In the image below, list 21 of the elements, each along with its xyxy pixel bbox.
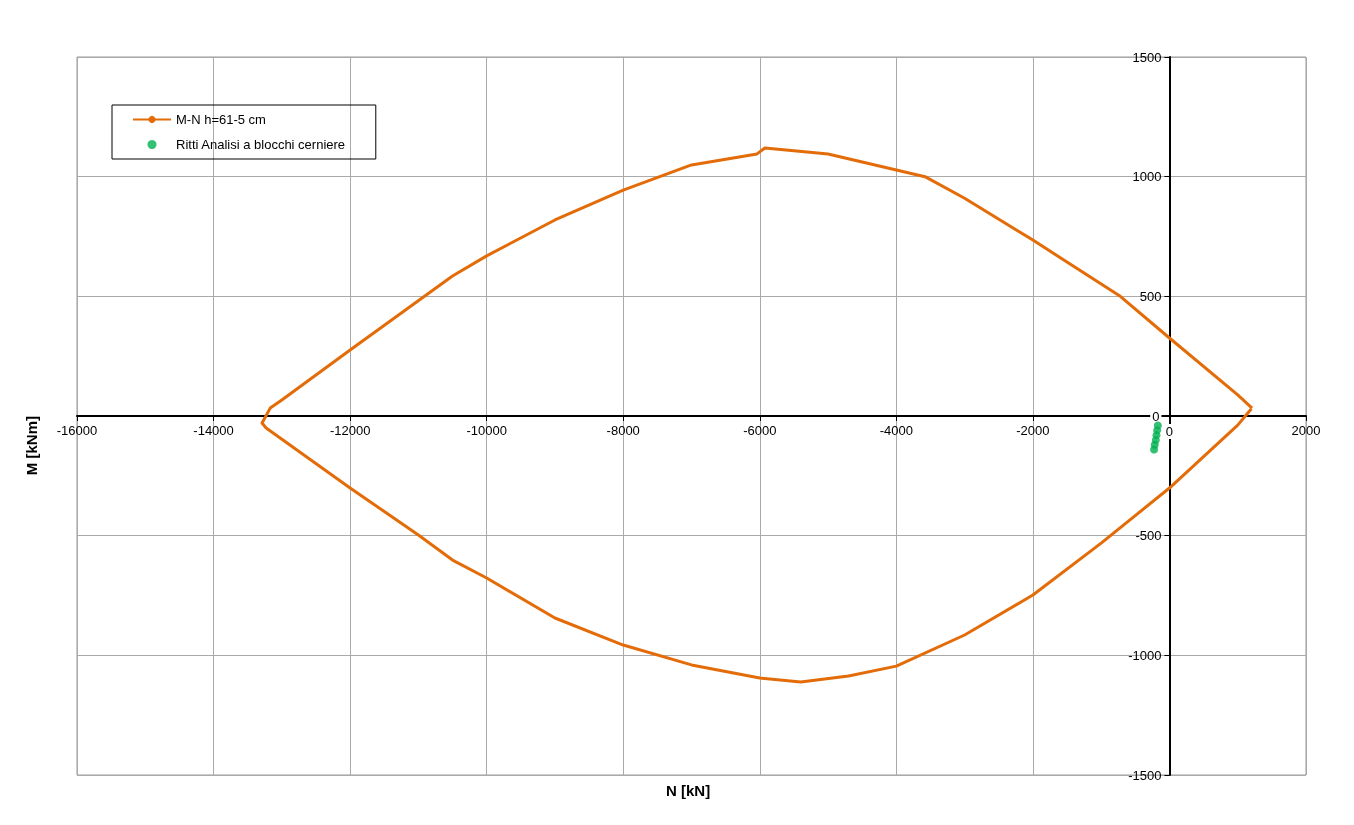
legend-label: M-N h=61-5 cm xyxy=(176,112,266,127)
x-tick-label: -4000 xyxy=(879,423,913,438)
y-tick-label: 0 xyxy=(1152,408,1160,424)
y-tick-label: -500 xyxy=(1135,528,1162,544)
x-tick-label: -2000 xyxy=(1016,423,1050,438)
x-tick-label: -16000 xyxy=(56,423,98,438)
x-tick-label: -12000 xyxy=(329,423,371,438)
x-tick-label: -10000 xyxy=(466,423,507,438)
x-tick-label: -8000 xyxy=(606,423,640,438)
x-axis-title: N [kN] xyxy=(666,782,711,799)
y-tick-label: 500 xyxy=(1139,288,1162,304)
x-tick-label: -14000 xyxy=(193,423,234,438)
y-tick-label: -1000 xyxy=(1128,647,1162,663)
y-tick-label: 1500 xyxy=(1132,49,1162,65)
y-axis-title: M [kNm] xyxy=(23,415,40,476)
legend-label: Ritti Analisi a blocchi cerniere xyxy=(176,137,346,152)
x-tick-label: 2000 xyxy=(1291,423,1321,438)
y-tick-label: -1500 xyxy=(1128,767,1162,783)
x-tick-label: -6000 xyxy=(743,423,777,438)
x-tick-label: 0 xyxy=(1165,424,1174,439)
y-tick-label: 1000 xyxy=(1132,169,1162,185)
